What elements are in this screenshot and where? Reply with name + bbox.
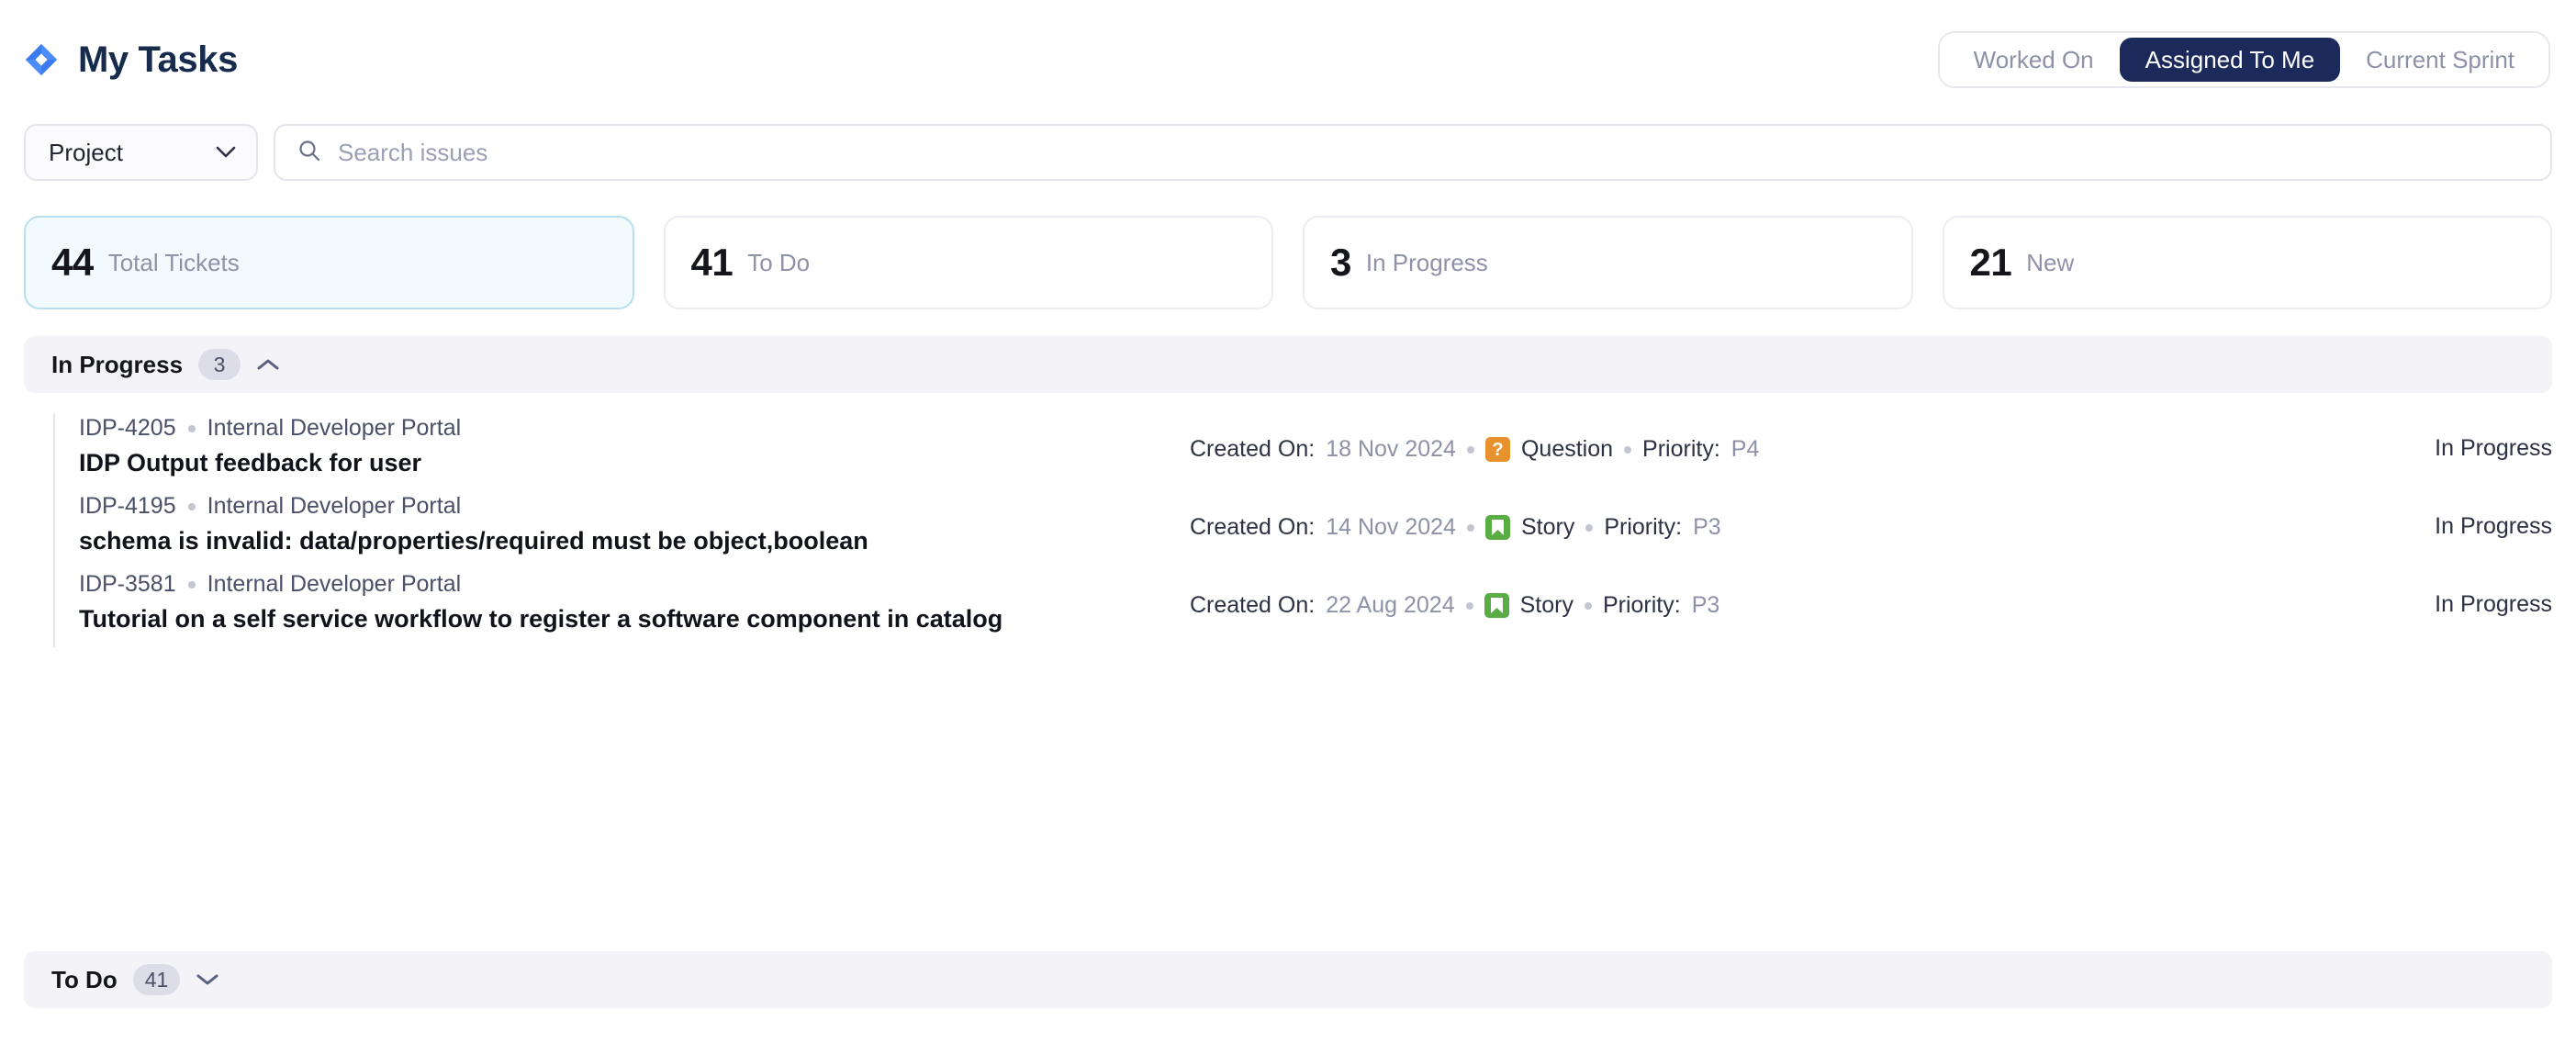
- priority-label: Priority:: [1602, 592, 1681, 618]
- separator-dot-icon: [187, 580, 196, 589]
- story-type-icon: [1484, 515, 1510, 540]
- issue-title[interactable]: schema is invalid: data/properties/requi…: [79, 527, 868, 555]
- page-header: My Tasks Worked On Assigned To Me Curren…: [0, 0, 2576, 119]
- stat-value: 44: [51, 241, 94, 284]
- separator-dot-icon: [1624, 445, 1632, 454]
- issue-project: Internal Developer Portal: [207, 571, 462, 597]
- created-on-label: Created On:: [1190, 592, 1316, 618]
- stat-card-to-do[interactable]: 41 To Do: [663, 216, 1273, 309]
- separator-dot-icon: [187, 502, 196, 510]
- issue-status: In Progress: [2435, 513, 2552, 539]
- issue-type-label: Story: [1520, 514, 1575, 540]
- issue-key[interactable]: IDP-4205: [79, 415, 176, 441]
- separator-dot-icon: [1466, 445, 1474, 454]
- issue-key-row: IDP-3581 Internal Developer Portal: [79, 573, 1190, 596]
- issue-key[interactable]: IDP-3581: [79, 571, 176, 597]
- group-title: In Progress: [51, 351, 184, 378]
- stat-value: 21: [1969, 241, 2012, 284]
- question-type-icon: ?: [1484, 437, 1510, 462]
- created-on-label: Created On:: [1190, 514, 1316, 540]
- page-title: My Tasks: [78, 39, 238, 80]
- stat-card-new[interactable]: 21 New: [1942, 216, 2552, 309]
- created-on-label: Created On:: [1190, 436, 1316, 462]
- issue-type-label: Story: [1519, 592, 1574, 618]
- stat-label: New: [2026, 249, 2075, 276]
- issue-status: In Progress: [2435, 591, 2552, 617]
- stat-card-total-tickets[interactable]: 44 Total Tickets: [24, 216, 634, 309]
- tab-current-sprint[interactable]: Current Sprint: [2340, 38, 2540, 82]
- issue-list-in-progress: IDP-4205 Internal Developer Portal IDP O…: [24, 413, 2552, 647]
- stat-cards: 44 Total Tickets 41 To Do 3 In Progress …: [24, 216, 2552, 309]
- filter-bar: Project: [24, 124, 2552, 181]
- separator-dot-icon: [1466, 523, 1474, 532]
- issue-project: Internal Developer Portal: [207, 415, 462, 441]
- issue-title[interactable]: IDP Output feedback for user: [79, 449, 422, 477]
- separator-dot-icon: [1584, 601, 1592, 610]
- tab-worked-on[interactable]: Worked On: [1948, 38, 2120, 82]
- issue-row[interactable]: IDP-3581 Internal Developer Portal Tutor…: [53, 569, 2552, 647]
- group-title: To Do: [51, 966, 118, 993]
- stat-label: Total Tickets: [107, 249, 240, 276]
- created-on-date: 18 Nov 2024: [1326, 436, 1456, 462]
- issue-row[interactable]: IDP-4195 Internal Developer Portal schem…: [53, 491, 2552, 569]
- story-type-icon: [1484, 593, 1509, 618]
- separator-dot-icon: [187, 424, 196, 432]
- created-on-date: 14 Nov 2024: [1326, 514, 1456, 540]
- search-icon: [297, 139, 321, 167]
- issue-primary: IDP-4195 Internal Developer Portal schem…: [79, 491, 1190, 555]
- brand: My Tasks: [24, 39, 238, 81]
- search-input[interactable]: [338, 126, 2528, 179]
- issue-primary: IDP-4205 Internal Developer Portal IDP O…: [79, 413, 1190, 477]
- chevron-down-icon[interactable]: [196, 972, 219, 987]
- project-filter-dropdown[interactable]: Project: [24, 124, 258, 181]
- project-filter-label: Project: [49, 139, 123, 166]
- issue-status: In Progress: [2435, 435, 2552, 461]
- stat-label: In Progress: [1365, 249, 1488, 276]
- created-on-date: 22 Aug 2024: [1326, 592, 1455, 618]
- issue-type-label: Question: [1520, 436, 1614, 462]
- view-tabs: Worked On Assigned To Me Current Sprint: [1937, 31, 2550, 88]
- priority-value: P3: [1691, 592, 1720, 618]
- issue-project: Internal Developer Portal: [207, 493, 462, 519]
- priority-label: Priority:: [1642, 436, 1720, 462]
- issue-row[interactable]: IDP-4205 Internal Developer Portal IDP O…: [53, 413, 2552, 491]
- group-count-badge: 41: [132, 964, 181, 995]
- jira-diamond-icon: [24, 42, 59, 77]
- stat-label: To Do: [747, 249, 811, 276]
- group-header-in-progress[interactable]: In Progress 3: [24, 336, 2552, 393]
- issue-title[interactable]: Tutorial on a self service workflow to r…: [79, 605, 1003, 633]
- priority-value: P4: [1730, 436, 1760, 462]
- list-left-rule: [53, 413, 55, 647]
- priority-value: P3: [1693, 514, 1721, 540]
- chevron-up-icon[interactable]: [256, 357, 280, 372]
- separator-dot-icon: [1465, 601, 1473, 610]
- chevron-down-icon: [216, 146, 236, 159]
- issue-key-row: IDP-4205 Internal Developer Portal: [79, 417, 1190, 440]
- issue-metadata: Created On: 18 Nov 2024 ? Question Prior…: [1190, 413, 2258, 462]
- group-in-progress: In Progress 3 IDP-4205 Internal Develope…: [24, 336, 2552, 647]
- group-to-do: To Do 41: [24, 951, 2552, 1008]
- search-field-wrapper[interactable]: [274, 124, 2552, 181]
- group-count-badge: 3: [198, 349, 241, 380]
- issue-key[interactable]: IDP-4195: [79, 493, 176, 519]
- group-header-to-do[interactable]: To Do 41: [24, 951, 2552, 1008]
- issue-primary: IDP-3581 Internal Developer Portal Tutor…: [79, 569, 1190, 634]
- issue-key-row: IDP-4195 Internal Developer Portal: [79, 495, 1190, 518]
- stat-value: 3: [1330, 241, 1351, 284]
- priority-label: Priority:: [1604, 514, 1683, 540]
- separator-dot-icon: [1585, 523, 1594, 532]
- issue-metadata: Created On: 22 Aug 2024 Story Priority: …: [1190, 569, 2258, 618]
- tab-assigned-to-me[interactable]: Assigned To Me: [2119, 38, 2341, 82]
- issue-metadata: Created On: 14 Nov 2024 Story Priority: …: [1190, 491, 2258, 540]
- stat-card-in-progress[interactable]: 3 In Progress: [1303, 216, 1913, 309]
- stat-value: 41: [690, 241, 734, 284]
